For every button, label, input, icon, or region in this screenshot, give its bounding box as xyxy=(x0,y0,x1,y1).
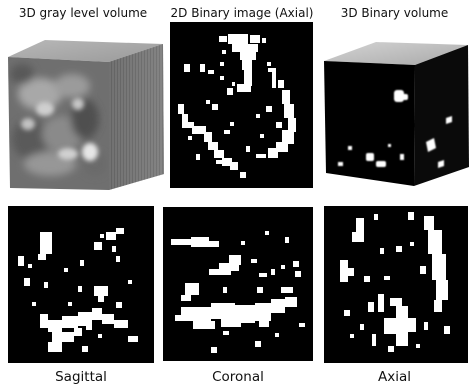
sagittal-label: Sagittal xyxy=(0,369,162,385)
binary-axial-2d-label: 2D Binary image (Axial) xyxy=(166,6,318,20)
gray-volume-cube xyxy=(0,24,168,194)
axial-slice xyxy=(324,206,468,363)
gray-volume-label: 3D gray level volume xyxy=(0,6,166,20)
coronal-label: Coronal xyxy=(162,369,314,385)
binary-axial-2d-image xyxy=(170,22,313,188)
axial-label: Axial xyxy=(318,369,471,385)
coronal-slice xyxy=(163,207,313,361)
binary-volume-cube xyxy=(318,22,471,194)
binary-volume-label: 3D Binary volume xyxy=(318,6,471,20)
sagittal-slice xyxy=(8,206,154,363)
